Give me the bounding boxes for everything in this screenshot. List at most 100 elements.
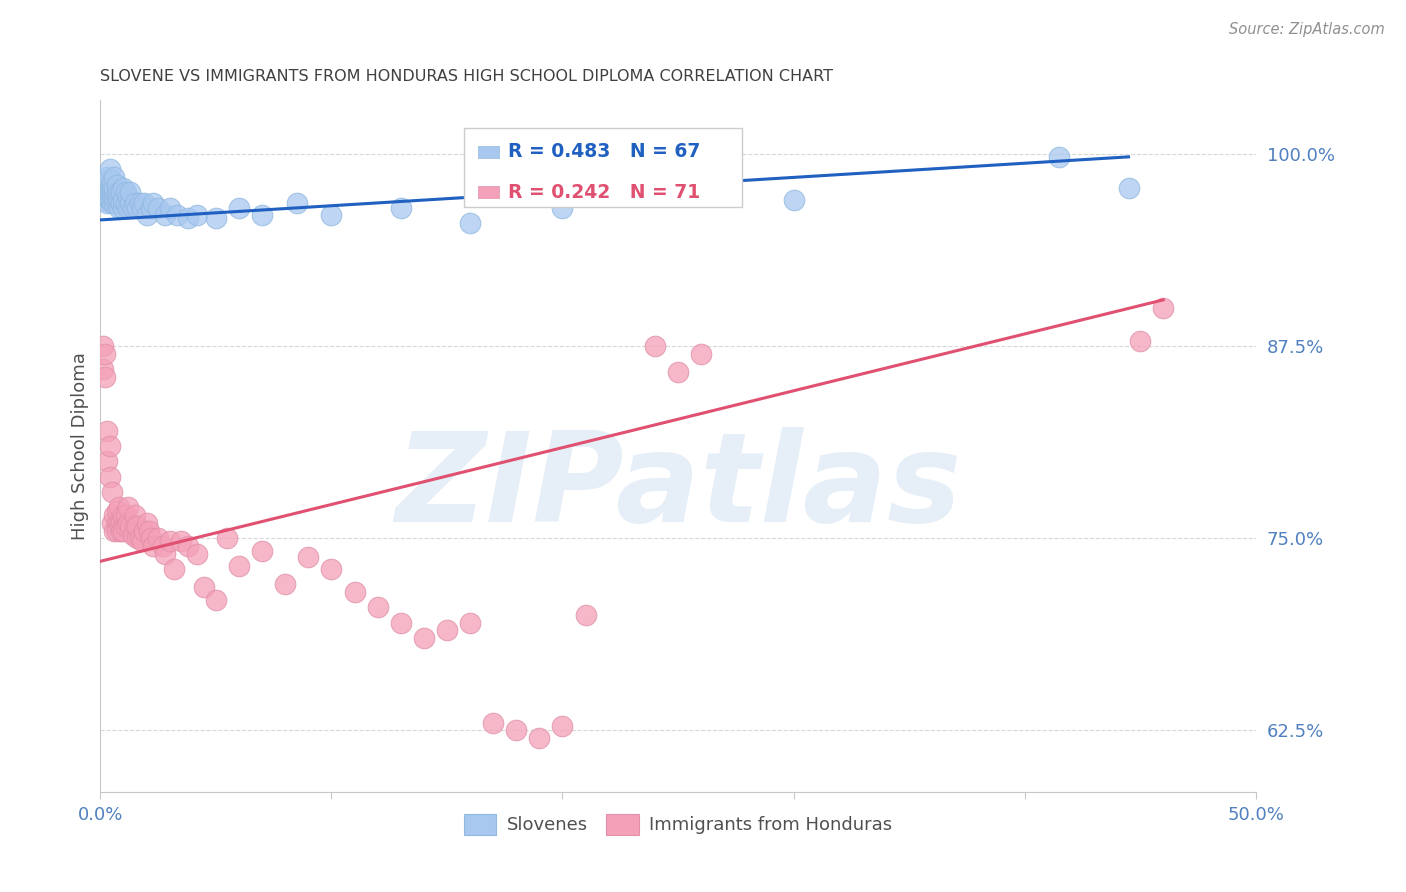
Point (120, 519, 142, 533)
Point (205, 592, 228, 607)
Point (117, 500, 139, 515)
Point (120, 186, 142, 200)
Point (217, 531, 239, 545)
Point (105, 190, 128, 204)
Point (101, 186, 124, 200)
Point (103, 169, 125, 184)
Point (482, 715, 505, 730)
Point (94, 190, 117, 204)
Point (285, 196, 308, 211)
Text: R = 0.483   N = 67: R = 0.483 N = 67 (508, 143, 700, 161)
Point (94, 347, 117, 361)
Point (177, 539, 200, 553)
Point (574, 608, 596, 623)
Point (152, 539, 174, 553)
Point (128, 196, 150, 211)
Point (186, 208, 208, 222)
Point (321, 208, 343, 222)
Legend: Slovenes, Immigrants from Honduras: Slovenes, Immigrants from Honduras (457, 806, 900, 842)
Point (117, 516, 139, 530)
Point (1047, 150, 1070, 164)
Point (101, 174, 124, 188)
Point (98, 439, 121, 453)
Point (98, 162, 121, 177)
Point (103, 180, 125, 194)
Point (193, 581, 215, 595)
Point (108, 193, 131, 207)
Point (91, 339, 114, 353)
Point (124, 508, 146, 523)
Point (159, 534, 181, 549)
Point (110, 186, 132, 200)
Point (112, 524, 135, 538)
Point (690, 347, 713, 361)
Point (94, 369, 117, 384)
Point (551, 719, 574, 733)
Point (98, 193, 121, 207)
Point (94, 174, 117, 188)
Point (166, 208, 188, 222)
Point (105, 524, 128, 538)
Point (389, 615, 412, 630)
Point (458, 216, 481, 230)
Point (112, 180, 135, 194)
Point (274, 577, 297, 591)
Point (141, 531, 163, 545)
Point (103, 524, 125, 538)
Point (186, 547, 208, 561)
Text: Source: ZipAtlas.com: Source: ZipAtlas.com (1229, 22, 1385, 37)
Point (108, 516, 131, 530)
Point (121, 201, 143, 215)
Point (127, 531, 149, 545)
Point (117, 190, 139, 204)
Point (367, 600, 389, 615)
Point (105, 196, 128, 211)
Point (94, 180, 117, 194)
Point (135, 516, 157, 530)
Point (159, 201, 181, 215)
Point (108, 201, 131, 215)
Point (112, 508, 135, 523)
Point (120, 196, 142, 211)
Point (96, 169, 118, 184)
Point (98, 469, 121, 483)
Text: SLOVENE VS IMMIGRANTS FROM HONDURAS HIGH SCHOOL DIPLOMA CORRELATION CHART: SLOVENE VS IMMIGRANTS FROM HONDURAS HIGH… (100, 69, 834, 84)
Point (103, 186, 125, 200)
Point (96, 190, 118, 204)
Point (124, 519, 146, 533)
Text: ZIPatlas: ZIPatlas (395, 427, 962, 548)
FancyBboxPatch shape (478, 186, 499, 198)
Point (177, 211, 200, 226)
Point (250, 208, 273, 222)
Point (121, 528, 143, 542)
Point (98, 186, 121, 200)
Point (91, 186, 114, 200)
Point (1129, 334, 1152, 349)
Point (114, 186, 136, 200)
Point (103, 190, 125, 204)
Point (101, 190, 124, 204)
Point (782, 193, 804, 207)
Point (127, 519, 149, 533)
Point (112, 519, 135, 533)
Point (101, 516, 124, 530)
Point (146, 531, 169, 545)
Point (529, 731, 551, 746)
Point (110, 524, 132, 538)
Point (412, 631, 434, 645)
Point (131, 201, 153, 215)
Point (108, 500, 131, 515)
Point (105, 503, 128, 517)
Point (101, 196, 124, 211)
Point (436, 624, 458, 638)
Point (644, 339, 666, 353)
Point (458, 615, 481, 630)
Point (110, 196, 132, 211)
Point (105, 516, 128, 530)
Point (101, 485, 124, 500)
Point (134, 524, 156, 538)
Point (101, 180, 124, 194)
Point (105, 178, 128, 192)
Point (91, 362, 114, 376)
Point (114, 519, 136, 533)
